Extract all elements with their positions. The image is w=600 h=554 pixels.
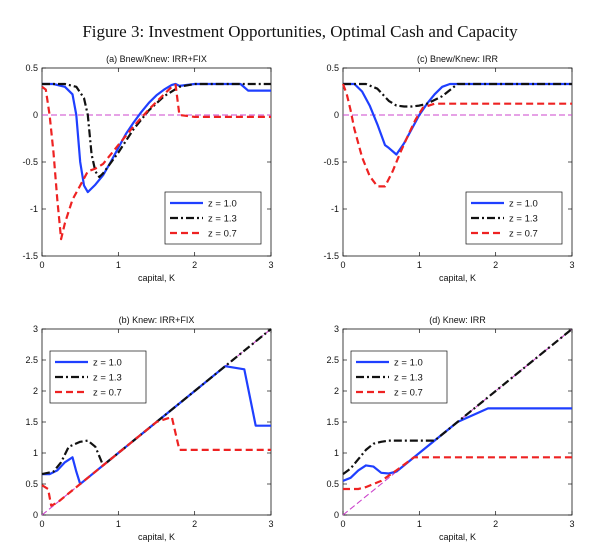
x-tick-label: 2 <box>493 260 498 270</box>
y-tick-label: 2 <box>33 386 38 396</box>
y-tick-label: 0 <box>33 110 38 120</box>
x-tick-label: 0 <box>39 519 44 529</box>
x-tick-label: 1 <box>116 260 121 270</box>
legend: z = 1.0 z = 1.3 z = 0.7 <box>350 350 448 404</box>
y-tick-label: 3 <box>334 324 339 334</box>
series-line-3 <box>41 83 271 241</box>
series-line-3 <box>341 83 572 188</box>
y-tick-label: -1 <box>30 204 38 214</box>
y-tick-label: 0 <box>334 510 339 520</box>
x-tick-label: 0 <box>39 260 44 270</box>
y-tick-label: 0.5 <box>25 479 38 489</box>
series-line-2 <box>42 82 271 179</box>
legend-label: z = 1.3 <box>509 214 538 225</box>
series-line-2 <box>41 328 272 476</box>
chart-panel-1: (a) Bnew/Knew: IRR+FIX 0 1 2 3 -1.5 -1 -0.5 0 0.5… <box>22 54 273 283</box>
legend-label: z = 1.0 <box>208 199 237 210</box>
series-line-1 <box>343 82 572 156</box>
x-tick-label: 2 <box>192 260 197 270</box>
x-tick-label: 3 <box>268 519 273 529</box>
y-tick-label: -1.5 <box>22 251 38 261</box>
x-axis-label: capital, K <box>138 532 175 542</box>
x-tick-label: 0 <box>340 519 345 529</box>
legend-label: z = 1.3 <box>394 373 423 384</box>
series-line-1 <box>342 407 572 482</box>
legend-label: z = 1.0 <box>93 358 122 369</box>
chart-panel-2: (c) Bnew/Knew: IRR 0 1 2 3 -1.5 -1 -0.5 0 0.5 capi… <box>323 54 574 283</box>
y-tick-label: 0 <box>33 510 38 520</box>
series-line-3 <box>343 456 572 491</box>
legend-label: z = 1.0 <box>394 358 423 369</box>
y-tick-label: 2.5 <box>25 355 38 365</box>
legend-label: z = 0.7 <box>208 229 237 240</box>
chart-panel-4: (d) Knew: IRR 0 1 2 3 0 0.5 1 1.5 2 2.5 3 capital, K… <box>326 315 574 542</box>
x-tick-label: 3 <box>268 260 273 270</box>
legend-label: z = 1.3 <box>208 214 237 225</box>
y-tick-label: -0.5 <box>323 157 339 167</box>
legend-label: z = 0.7 <box>93 388 122 399</box>
y-tick-label: 3 <box>33 324 38 334</box>
legend: z = 1.0 z = 1.3 z = 0.7 <box>49 350 147 404</box>
x-axis-label: capital, K <box>439 532 476 542</box>
y-tick-label: -0.5 <box>22 157 38 167</box>
x-tick-label: 0 <box>340 260 345 270</box>
y-tick-label: 1 <box>33 448 38 458</box>
panel-title: (d) Knew: IRR <box>429 315 486 325</box>
y-tick-label: -1.5 <box>323 251 339 261</box>
x-tick-label: 2 <box>192 519 197 529</box>
legend-label: z = 1.3 <box>93 373 122 384</box>
legend-label: z = 0.7 <box>509 229 538 240</box>
panel-title: (b) Knew: IRR+FIX <box>119 315 195 325</box>
x-tick-label: 2 <box>493 519 498 529</box>
figure-title: Figure 3: Investment Opportunities, Opti… <box>82 22 518 41</box>
legend-label: z = 1.0 <box>509 199 538 210</box>
x-tick-label: 1 <box>417 260 422 270</box>
series-line-3 <box>41 415 271 507</box>
series-line-1 <box>42 82 271 194</box>
y-tick-label: 0.5 <box>326 63 339 73</box>
legend-label: z = 0.7 <box>394 388 423 399</box>
x-tick-label: 1 <box>116 519 121 529</box>
y-tick-label: 0.5 <box>25 63 38 73</box>
x-axis-label: capital, K <box>138 273 175 283</box>
y-tick-label: 0.5 <box>326 479 339 489</box>
y-tick-label: 0 <box>334 110 339 120</box>
y-tick-label: 1.5 <box>25 417 38 427</box>
series-line-2 <box>343 82 572 108</box>
x-axis-label: capital, K <box>439 273 476 283</box>
y-tick-label: 2 <box>334 386 339 396</box>
y-tick-label: -1 <box>331 204 339 214</box>
x-tick-label: 3 <box>569 260 574 270</box>
legend-box <box>164 191 262 245</box>
chart-panel-3: (b) Knew: IRR+FIX 0 1 2 3 0 0.5 1 1.5 2 2.5 3 capita… <box>25 315 273 542</box>
panel-title: (a) Bnew/Knew: IRR+FIX <box>106 54 207 64</box>
series-line-2 <box>342 328 573 475</box>
legend: z = 1.0 z = 1.3 z = 0.7 <box>465 191 563 245</box>
legend: z = 1.0 z = 1.3 z = 0.7 <box>164 191 262 245</box>
panel-title: (c) Bnew/Knew: IRR <box>417 54 499 64</box>
y-tick-label: 1.5 <box>326 417 339 427</box>
x-tick-label: 3 <box>569 519 574 529</box>
y-tick-label: 1 <box>334 448 339 458</box>
y-tick-label: 2.5 <box>326 355 339 365</box>
x-tick-label: 1 <box>417 519 422 529</box>
